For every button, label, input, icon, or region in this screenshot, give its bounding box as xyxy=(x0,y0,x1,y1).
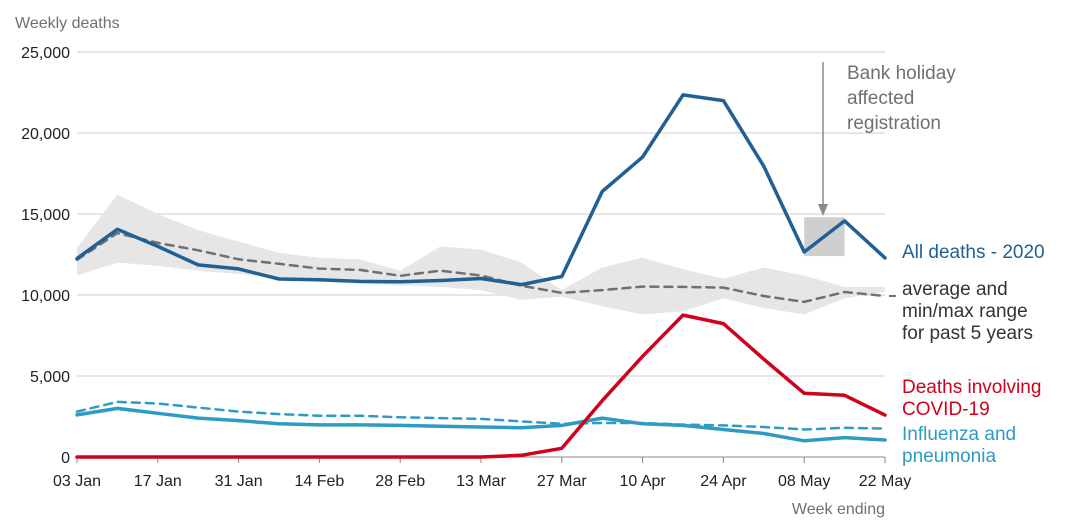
all-deaths-label: All deaths - 2020 xyxy=(902,242,1045,263)
x-tick-label: 27 Mar xyxy=(537,473,587,490)
influenza-label-line: pneumonia xyxy=(902,446,996,467)
y-axis-title: Weekly deaths xyxy=(15,15,120,32)
x-tick-label: 13 Mar xyxy=(456,473,506,490)
x-tick-label: 08 May xyxy=(778,473,830,490)
y-tick-label: 25,000 xyxy=(21,45,70,62)
y-tick-label: 20,000 xyxy=(21,126,70,143)
annotation: Bank holiday affected registration xyxy=(818,62,956,216)
annotation-text-line: Bank holiday xyxy=(847,63,956,84)
annotation-arrow-head xyxy=(818,204,828,216)
y-tick-labels: 0 5,000 10,000 15,000 20,000 25,000 xyxy=(21,45,70,467)
average-label-line: average and xyxy=(902,279,1008,300)
five-year-average-line xyxy=(75,231,887,304)
influenza-label-line: Influenza and xyxy=(902,424,1016,445)
x-tick-label: 14 Feb xyxy=(294,473,344,490)
covid-label-line: COVID-19 xyxy=(902,399,990,420)
x-tick-label: 22 May xyxy=(859,473,911,490)
all-deaths-line xyxy=(75,93,887,287)
gridlines xyxy=(76,51,886,463)
range-band-layer xyxy=(77,194,885,315)
y-tick-label: 5,000 xyxy=(30,369,70,386)
x-tick-label: 24 Apr xyxy=(700,473,747,490)
x-axis-title: Week ending xyxy=(792,501,885,518)
x-tick-label: 28 Feb xyxy=(375,473,425,490)
y-tick-label: 10,000 xyxy=(21,288,70,305)
covid-label-line: Deaths involving xyxy=(902,377,1041,398)
y-tick-label: 15,000 xyxy=(21,207,70,224)
x-tick-label: 31 Jan xyxy=(215,473,263,490)
influenza-pneumonia-average-line xyxy=(75,400,887,431)
y-tick-label: 0 xyxy=(61,450,70,467)
x-tick-label: 03 Jan xyxy=(53,473,101,490)
annotation-text-line: registration xyxy=(847,113,941,134)
min-max-range-band xyxy=(77,194,885,315)
influenza-pneumonia-line xyxy=(75,406,887,443)
series-lines xyxy=(75,93,896,459)
x-tick-label: 17 Jan xyxy=(134,473,182,490)
x-tick-labels: 03 Jan 17 Jan 31 Jan 14 Feb 28 Feb 13 Mar 27 M… xyxy=(53,473,911,490)
average-label-line: for past 5 years xyxy=(902,323,1033,344)
covid-deaths-line xyxy=(75,313,887,459)
annotation-text-line: affected xyxy=(847,88,914,109)
average-label-line: min/max range xyxy=(902,301,1028,322)
x-tick-label: 10 Apr xyxy=(619,473,666,490)
